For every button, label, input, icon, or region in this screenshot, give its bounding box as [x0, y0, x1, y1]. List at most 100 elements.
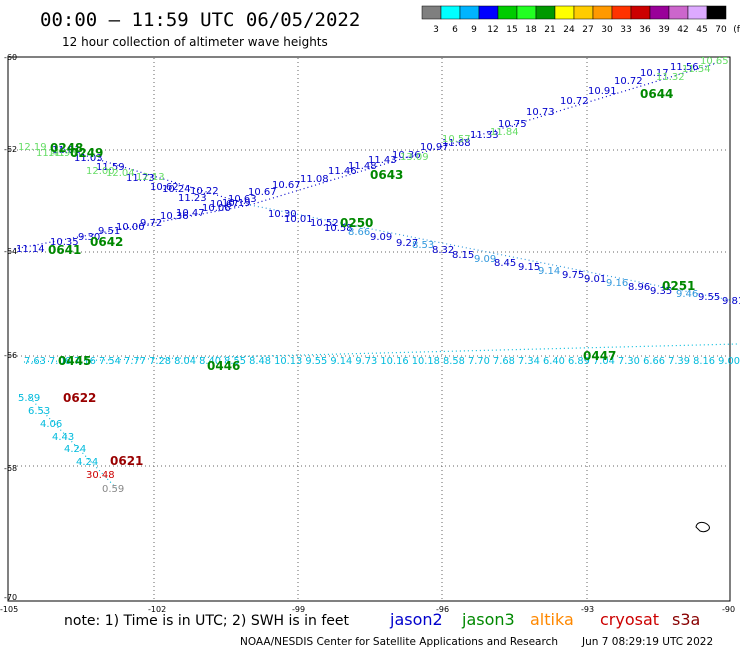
track-label: 10.62: [150, 182, 179, 193]
colorbar-swatch: [668, 5, 689, 20]
track-label: 8.66: [348, 227, 370, 238]
track-label: 9.46: [676, 289, 698, 300]
colorbar-label: 36: [639, 25, 651, 35]
track-label: 11.59: [96, 162, 125, 173]
track-label: 12.19: [18, 142, 47, 153]
colorbar-swatch: [535, 5, 556, 20]
track-label: 4.24: [76, 457, 98, 468]
track-label: 0643: [370, 168, 403, 182]
colorbar-label: 15: [506, 25, 517, 35]
colorbar-label: 39: [658, 25, 670, 35]
colorbar-label: 18: [525, 25, 537, 35]
colorbar-swatch: [706, 5, 727, 20]
track-label: 10.24: [162, 184, 191, 195]
colorbar-swatch: [459, 5, 480, 20]
colorbar-swatch: [440, 5, 461, 20]
colorbar-label: 42: [677, 25, 688, 35]
track-dots: [13, 204, 251, 250]
track-label: 10.30: [268, 209, 297, 220]
track-label: 9.75: [562, 270, 584, 281]
colorbar-swatch: [516, 5, 537, 20]
colorbar-label: 45: [696, 25, 707, 35]
latitude-label: -68: [4, 464, 17, 473]
track-label: 11.33: [470, 130, 499, 141]
longitude-axis: -105 -102 -99 -96 -93 -90: [0, 605, 735, 614]
track-label: 0642: [90, 235, 123, 249]
track-label: 9.72: [140, 218, 162, 229]
latitude-axis: -60 -62 -64 -66 -68 -70: [4, 53, 17, 602]
track-label: 10.19: [222, 198, 251, 209]
track-label: 0250: [340, 216, 373, 230]
track-label: 9.09: [474, 254, 496, 265]
longitude-label: -105: [0, 605, 18, 614]
track-label: 11.14: [16, 244, 45, 255]
track-label: 0248: [50, 141, 83, 155]
legend-altika: altika: [530, 610, 574, 629]
track-dots: [249, 204, 740, 303]
track-label: 11.48: [348, 161, 377, 172]
altimeter-tracks: 11.5610.1710.7210.9110.7210.7310.7511.33…: [13, 56, 740, 495]
track-label: 11.41: [36, 148, 65, 159]
track-label: 10.35: [50, 237, 79, 248]
track-label: 11.32: [656, 72, 685, 83]
track-label: 10.52: [310, 218, 339, 229]
colorbar-label: (ft): [733, 25, 740, 35]
track-label: 10.58: [324, 223, 353, 234]
track-label: 9.35: [650, 286, 672, 297]
track-label: 12.04: [106, 168, 135, 179]
longitude-label: -99: [292, 605, 305, 614]
track-label: 0446: [207, 359, 240, 373]
grid-lines: [9, 58, 729, 600]
latitude-label: -70: [4, 593, 17, 602]
track-label: 11.54: [682, 64, 711, 75]
track-c-values: 7.63 7.06 7.16 7.54 7.77 7.28 8.04 8.40 …: [24, 356, 740, 367]
colorbar-label: 3: [433, 25, 439, 35]
track-label: 10.75: [498, 119, 527, 130]
track-label: 10.17: [640, 68, 669, 79]
track-label: 0.59: [102, 484, 124, 495]
colorbar-swatch: [649, 5, 670, 20]
timestamp-text: Jun 7 08:29:19 UTC 2022: [581, 636, 713, 648]
legend-s3a: s3a: [672, 610, 700, 629]
track-label: 5.89: [18, 393, 40, 404]
satellite-legend: jason2 jason3 altika cryosat s3a: [389, 610, 700, 629]
track-label: 11.23: [178, 193, 207, 204]
track-label: 11.01: [52, 145, 81, 156]
track-label: 10.91: [588, 86, 617, 97]
track-label: 10.47: [176, 208, 205, 219]
track-label: 11.93: [48, 148, 77, 159]
track-label: 4.24: [64, 444, 86, 455]
track-label: 9.51: [98, 226, 120, 237]
track-label: 0644: [640, 87, 673, 101]
track-label: 9.01: [584, 274, 606, 285]
track-label: 10.36: [160, 211, 189, 222]
colorbar-swatch: [573, 5, 594, 20]
latitude-label: -66: [4, 351, 17, 360]
track-label: 8.32: [432, 245, 454, 256]
track-label: 12.13: [136, 172, 165, 183]
track-label: 0641: [48, 243, 81, 257]
latitude-label: -60: [4, 53, 17, 62]
track-label: 10.73: [526, 107, 555, 118]
track-label: 13.09: [400, 152, 429, 163]
colorbar-label: 30: [601, 25, 613, 35]
track-label: 9.30: [78, 232, 100, 243]
track-label: 9.55: [698, 292, 720, 303]
island-outline: [695, 521, 710, 533]
track-label: 10.00: [116, 222, 145, 233]
track-label: 10.67: [248, 187, 277, 198]
track-label: 8.45: [494, 258, 516, 269]
track-label: 9.15: [518, 262, 540, 273]
credit-text: NOAA/NESDIS Center for Satellite Applica…: [240, 636, 558, 648]
colorbar-label: 9: [471, 25, 477, 35]
track-label: 10.22: [190, 186, 219, 197]
latitude-label: -64: [4, 247, 17, 256]
track-label: 10.72: [614, 76, 643, 87]
track-label: 11.43: [368, 155, 397, 166]
track-label: 0447: [583, 349, 616, 363]
track-label: 10.72: [560, 96, 589, 107]
track-label: 9.16: [606, 278, 628, 289]
